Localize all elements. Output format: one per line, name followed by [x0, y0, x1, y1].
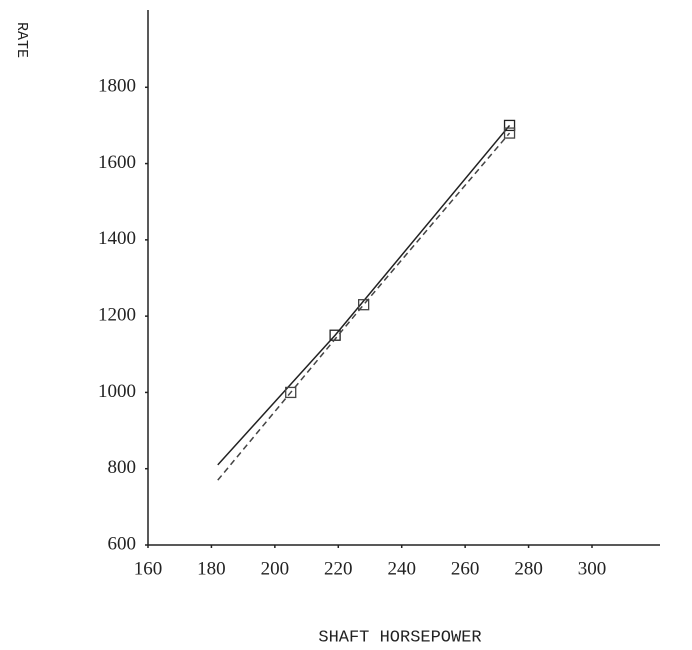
- x-tick-label: 300: [578, 558, 607, 579]
- x-tick-label: 240: [387, 558, 416, 579]
- y-tick-label: 1600: [98, 152, 136, 173]
- x-tick-label: 280: [514, 558, 543, 579]
- y-tick-label: 800: [108, 457, 137, 478]
- line-series: [217, 124, 511, 466]
- x-axis-label: SHAFT HORSEPOWER: [318, 628, 481, 647]
- y-axis-label: RATE: [13, 22, 30, 58]
- y-tick-label: 1400: [98, 228, 136, 249]
- y-tick-label: 1200: [98, 305, 136, 326]
- x-tick-label: 200: [261, 558, 290, 579]
- x-tick-label: 160: [134, 558, 163, 579]
- y-tick-label: 1800: [98, 76, 136, 97]
- point-marker: [285, 386, 297, 399]
- point-marker: [329, 329, 341, 341]
- y-tick-label: 1000: [98, 381, 136, 402]
- point-marker: [503, 127, 516, 139]
- x-tick-label: 220: [324, 558, 353, 579]
- line-series: [217, 132, 511, 481]
- y-tick-label: 600: [108, 533, 137, 554]
- x-tick-label: 260: [451, 558, 480, 579]
- point-marker: [358, 299, 370, 311]
- x-tick-label: 180: [197, 558, 226, 579]
- point-marker: [503, 119, 516, 132]
